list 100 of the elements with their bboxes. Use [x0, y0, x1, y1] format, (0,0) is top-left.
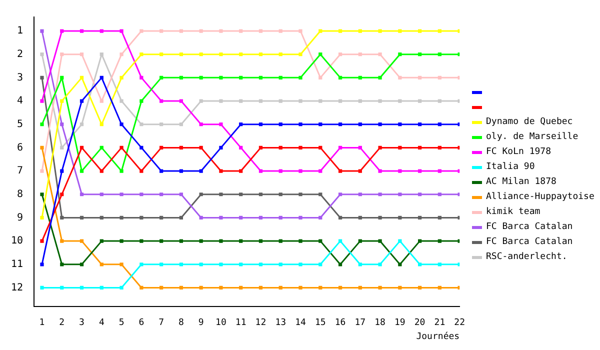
point [140, 52, 144, 56]
point [338, 29, 342, 33]
point [40, 286, 44, 290]
y-tick-label: 4 [17, 96, 24, 107]
point [318, 239, 322, 243]
point [318, 169, 322, 173]
point [358, 146, 362, 150]
point [40, 169, 44, 173]
point [438, 29, 442, 33]
point [80, 262, 84, 266]
point [398, 216, 402, 220]
point [179, 122, 183, 126]
point [199, 169, 203, 173]
point [438, 216, 442, 220]
point [378, 146, 382, 150]
point [318, 52, 322, 56]
point [278, 99, 282, 103]
point [338, 99, 342, 103]
point [298, 99, 302, 103]
point [120, 99, 124, 103]
point [120, 216, 124, 220]
x-tick-label: 5 [118, 318, 124, 328]
point [358, 29, 362, 33]
point [80, 29, 84, 33]
point [298, 52, 302, 56]
point [159, 146, 164, 150]
x-tick-label: 1 [39, 318, 45, 328]
point [438, 239, 442, 243]
point [239, 76, 243, 80]
point [40, 52, 44, 56]
point [199, 239, 203, 243]
point [100, 239, 104, 243]
point [258, 76, 263, 80]
x-tick-label: 8 [178, 318, 184, 328]
point [60, 76, 64, 80]
y-tick-label: 3 [17, 72, 24, 84]
point [80, 286, 84, 290]
point [179, 192, 183, 196]
point [179, 262, 183, 266]
legend-label: FC KoLn 1978 [486, 146, 552, 159]
point [418, 146, 422, 150]
point [298, 122, 302, 126]
x-tick-label: 21 [434, 318, 446, 328]
point [60, 29, 64, 33]
x-tick-label: 9 [198, 318, 204, 328]
point [239, 262, 243, 266]
point [438, 169, 442, 173]
legend-label: Alliance-Huppaytoise [486, 191, 594, 204]
y-tick-label: 2 [17, 48, 24, 60]
point [398, 52, 402, 56]
point [258, 29, 263, 33]
legend-label: Italia 90 [486, 161, 535, 174]
point [159, 76, 164, 80]
x-tick-label: 3 [79, 318, 84, 328]
point [338, 192, 342, 196]
point [199, 216, 203, 220]
point [438, 52, 442, 56]
point [159, 239, 164, 243]
point [278, 169, 282, 173]
point [258, 262, 263, 266]
point [338, 122, 342, 126]
x-tick-label: 2 [59, 318, 65, 328]
point [219, 29, 223, 33]
point [438, 99, 442, 103]
point [120, 122, 124, 126]
point [40, 99, 44, 103]
point [40, 29, 44, 33]
point [358, 286, 362, 290]
point [278, 286, 282, 290]
point [378, 216, 382, 220]
point [378, 99, 382, 103]
point [398, 122, 402, 126]
point [318, 29, 322, 33]
legend-label: FC Barca Catalan [486, 236, 573, 249]
point [298, 76, 302, 80]
point [140, 286, 144, 290]
point [398, 192, 402, 196]
point [179, 52, 183, 56]
point [358, 192, 362, 196]
point [159, 262, 164, 266]
point [398, 262, 402, 266]
point [179, 239, 183, 243]
point [100, 216, 104, 220]
point [179, 146, 183, 150]
point [179, 99, 183, 103]
point [60, 169, 64, 173]
x-tick-label: 18 [374, 318, 386, 328]
point [60, 216, 64, 220]
point [140, 146, 144, 150]
point [140, 169, 144, 173]
point [199, 99, 203, 103]
point [278, 262, 282, 266]
point [219, 216, 223, 220]
point [100, 122, 104, 126]
point [298, 29, 302, 33]
x-tick-label: 16 [334, 318, 346, 328]
point [378, 239, 382, 243]
point [40, 192, 44, 196]
y-tick-label: 12 [10, 282, 24, 294]
point [100, 169, 104, 173]
